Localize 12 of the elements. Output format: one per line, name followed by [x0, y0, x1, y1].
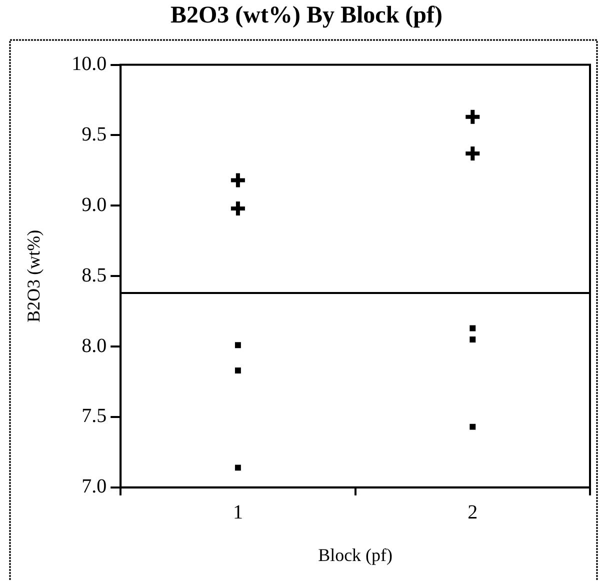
- x-tick-label: 1: [232, 502, 243, 524]
- y-tick-label: 8.0: [82, 334, 107, 357]
- y-tick-label: 8.5: [82, 264, 107, 286]
- chart-title: B2O3 (wt%) By Block (pf): [170, 2, 442, 29]
- y-tick-label: 9.5: [82, 123, 107, 146]
- y-tick-label: 10.0: [72, 53, 107, 76]
- y-tick-label: 7.5: [82, 405, 107, 428]
- y-axis-title: B2O3 (wt%): [24, 230, 44, 322]
- x-axis-title: Block (pf): [318, 544, 393, 565]
- x-tick-label: 2: [468, 502, 478, 524]
- y-tick-label: 9.0: [82, 194, 107, 216]
- y-tick-label: 7.0: [82, 476, 107, 498]
